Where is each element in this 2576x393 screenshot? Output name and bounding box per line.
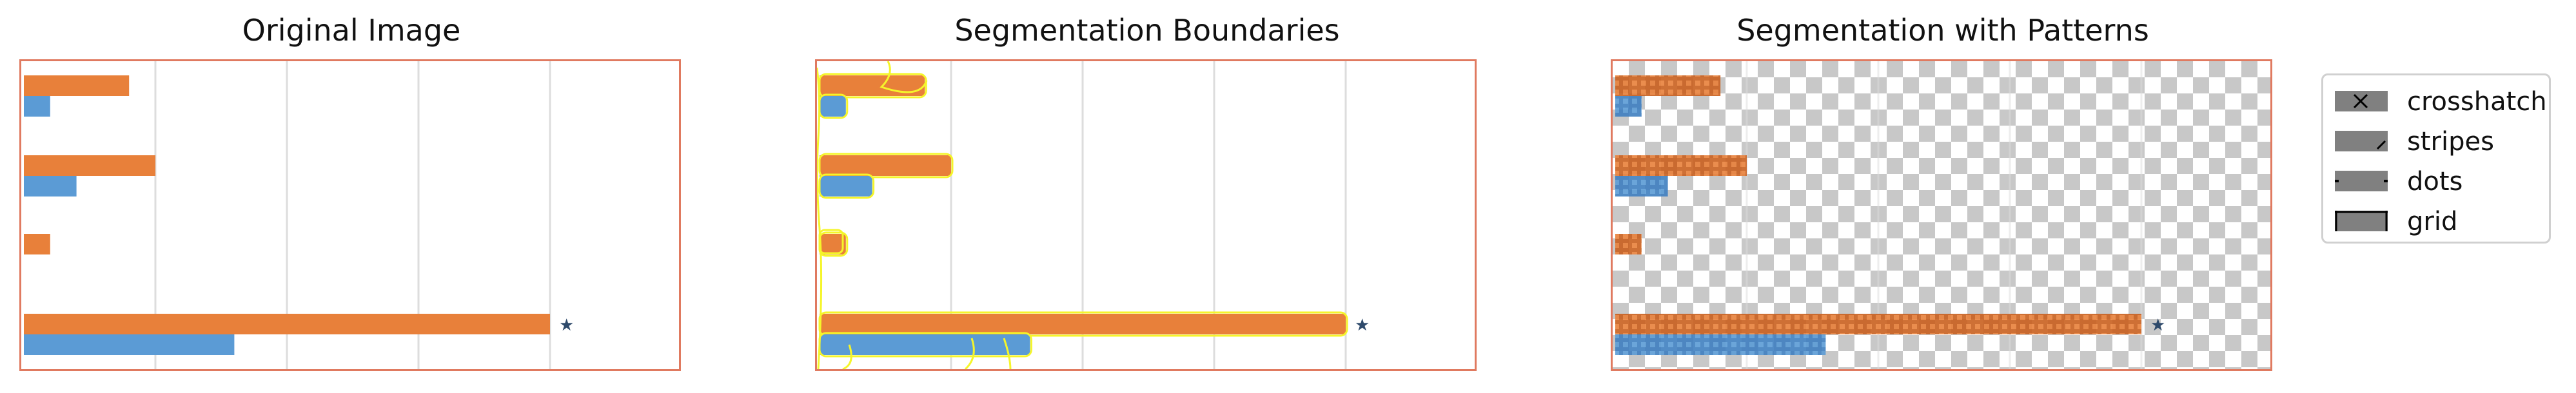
legend-item-crosshatch: crosshatch [2335,86,2548,118]
bar-orange [1615,75,1721,96]
original-bar-chart: ★ [24,61,574,369]
bar-orange [24,234,50,254]
dots-icon [2335,171,2388,191]
bar-blue [1615,176,1668,196]
grid-icon [2335,211,2388,231]
bar-blue [820,176,872,196]
stripes-icon [2335,131,2388,151]
star-marker: ★ [559,316,574,335]
bar-orange [820,314,1346,334]
bar-orange [24,155,155,176]
legend-item-dots: dots [2335,166,2548,198]
bar-orange [24,75,130,96]
segment-boundary [842,344,852,369]
panel-title-boundaries: Segmentation Boundaries [954,13,1340,48]
bar-blue [1615,334,1826,355]
patterns-bar-chart: ★ [1615,61,2165,369]
bar-orange [1615,314,2141,334]
bar-blue [820,334,1030,355]
segment-boundary [818,153,954,178]
segmentation-patterns-panel: ★ [1611,59,2272,371]
segment-boundary [818,173,875,199]
star-marker: ★ [1355,316,1370,335]
segment-boundary [964,338,975,369]
segment-boundary [880,61,928,93]
panel-title-original: Original Image [242,13,461,48]
segment-boundary [818,229,844,254]
bar-blue [24,176,77,196]
original-image-panel: ★ [19,59,681,371]
bar-orange [1615,155,1747,176]
bar-blue [1615,96,1642,117]
bar-blue [24,334,235,355]
legend-label-grid: grid [2407,207,2458,236]
bar-blue [820,96,846,117]
segmentation-boundaries-panel: ★ [815,59,1477,371]
legend-label-crosshatch: crosshatch [2407,87,2547,117]
legend-item-stripes: stripes [2335,126,2548,158]
pattern-legend: crosshatch stripes dots grid [2321,73,2551,244]
star-marker: ★ [2150,316,2165,335]
bar-orange [820,155,951,176]
panel-title-patterns: Segmentation with Patterns [1736,13,2149,48]
bar-orange [24,314,550,334]
legend-item-grid: grid [2335,206,2548,238]
bar-blue [24,96,50,117]
boundaries-bar-chart: ★ [817,61,1370,369]
legend-label-dots: dots [2407,167,2463,196]
bar-orange [1615,234,1642,254]
crosshatch-icon [2335,91,2388,111]
segment-boundary [1003,338,1012,369]
legend-label-stripes: stripes [2407,127,2494,157]
segment-boundary [817,67,823,369]
